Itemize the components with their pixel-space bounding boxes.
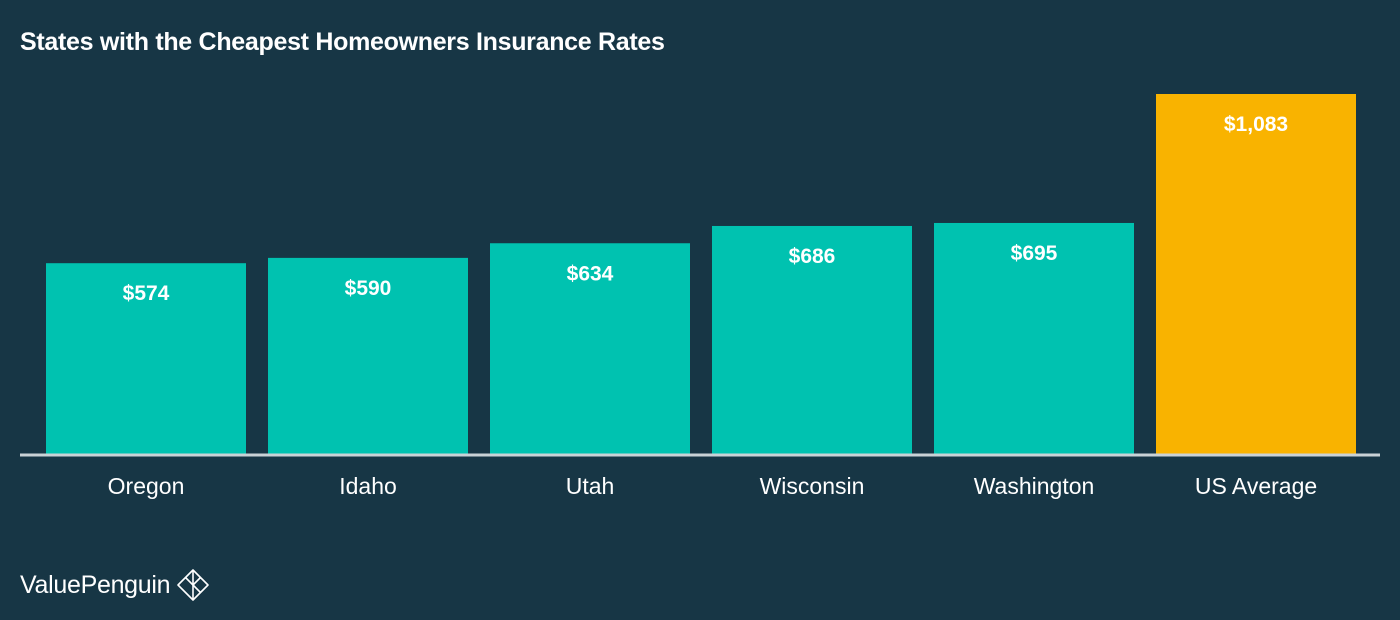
- category-tick-label: Idaho: [339, 473, 397, 499]
- chart-title: States with the Cheapest Homeowners Insu…: [20, 28, 665, 56]
- bar-value-label: $686: [789, 245, 836, 268]
- category-tick-label: Washington: [974, 473, 1095, 499]
- brand: ValuePenguin: [20, 568, 210, 602]
- bar-us-average: [1156, 94, 1356, 454]
- bar-washington: [934, 222, 1134, 454]
- category-tick-label: US Average: [1195, 473, 1317, 499]
- bar-oregon: [46, 263, 246, 454]
- category-tick-label: Wisconsin: [760, 473, 865, 499]
- valuepenguin-logo-icon: [177, 569, 210, 601]
- bar-idaho: [268, 257, 468, 454]
- bar-utah: [490, 243, 690, 454]
- bar-value-label: $695: [1011, 242, 1058, 265]
- bar-value-label: $590: [345, 277, 392, 300]
- category-tick-label: Utah: [566, 473, 615, 499]
- bar-value-label: $1,083: [1224, 113, 1288, 136]
- bar-wisconsin: [712, 225, 912, 454]
- category-tick-label: Oregon: [108, 473, 185, 499]
- brand-name: ValuePenguin: [20, 570, 171, 599]
- bar-value-label: $634: [567, 262, 614, 285]
- bar-value-label: $574: [123, 282, 170, 305]
